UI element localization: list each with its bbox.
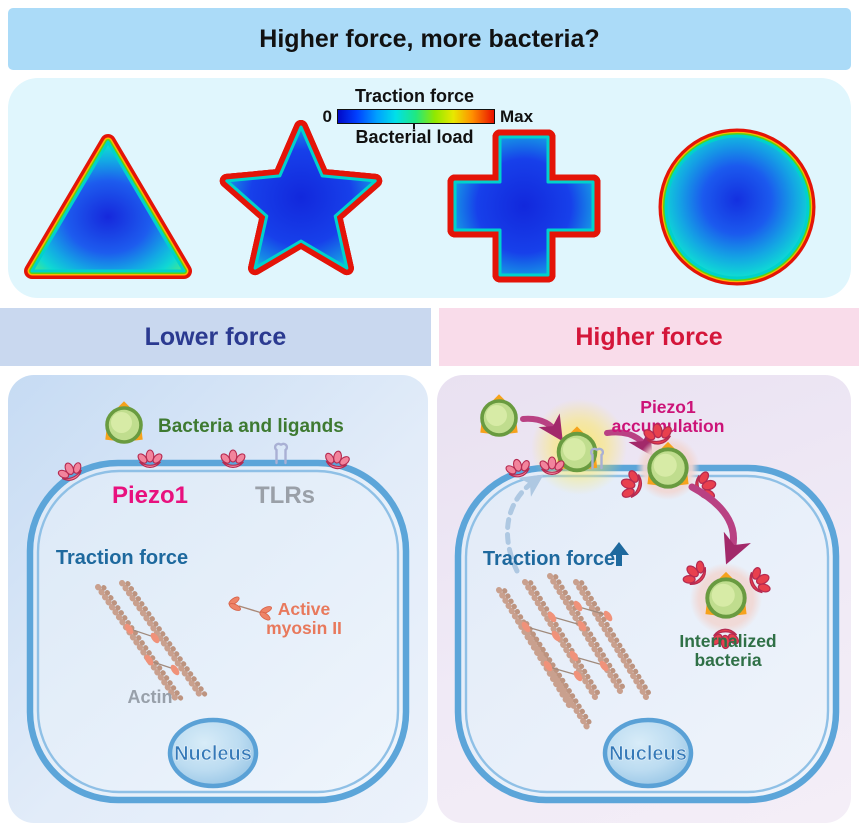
nucleus: Nucleus <box>602 717 694 789</box>
figure-title: Higher force, more bacteria? <box>259 24 600 53</box>
actin-filaments <box>95 578 209 705</box>
colorbar-subtitle: Bacterial load <box>355 127 474 147</box>
higher-force-svg: Piezo1 accumulation Traction force <box>454 375 840 804</box>
colorbar-tick <box>413 123 415 129</box>
higher-force-panel: Piezo1 accumulation Traction force <box>437 375 851 823</box>
internalization-arrow <box>688 483 751 565</box>
colorbar-title: Traction force <box>354 86 475 106</box>
piezo1-accumulation-label-line2: accumulation <box>612 416 725 436</box>
traction-increase-arrow <box>609 542 629 566</box>
cell-membrane <box>26 459 410 804</box>
heatmap-circle-icon <box>658 128 816 286</box>
active-myosin-label-line1: Active <box>278 599 331 619</box>
approach-arrow <box>520 413 563 442</box>
nucleus: Nucleus <box>167 717 259 789</box>
bacterium-icon <box>477 394 522 437</box>
higher-force-label: Higher force <box>575 322 723 351</box>
traction-force-label: Traction force <box>483 548 615 570</box>
internalized-bacteria-label-line1: Internalized <box>679 631 776 651</box>
title-banner: Higher force, more bacteria? <box>8 8 851 70</box>
lower-force-svg: Bacteria and ligands Piezo1 TLRs Tractio… <box>26 375 410 804</box>
piezo1-label: Piezo1 <box>112 482 188 509</box>
actin-filaments <box>496 571 653 730</box>
piezo1-accumulation-label-line1: Piezo1 <box>640 397 696 417</box>
nucleus-label: Nucleus <box>174 743 252 765</box>
heatmap-triangle-icon <box>24 134 192 279</box>
heatmap-shapes-svg <box>24 120 816 286</box>
tlrs-label: TLRs <box>255 482 315 509</box>
colorbar-gradient <box>337 109 495 124</box>
heatmap-panel: Traction force 0 Max Bacterial load <box>8 78 851 298</box>
heatmap-cross-icon <box>447 129 601 283</box>
actin-label: Actin <box>128 687 173 707</box>
lower-force-label: Lower force <box>144 322 287 351</box>
nucleus-label: Nucleus <box>609 743 687 765</box>
bacteria-ligands-label: Bacteria and ligands <box>158 416 344 437</box>
colorbar-max-label: Max <box>500 107 534 126</box>
active-myosin-label-line2: myosin II <box>266 618 342 638</box>
lower-force-panel: Bacteria and ligands Piezo1 TLRs Tractio… <box>8 375 428 823</box>
lower-force-header: Lower force <box>0 308 431 366</box>
colorbar-min-label: 0 <box>322 107 332 126</box>
internalized-bacteria-label-line2: bacteria <box>694 650 761 670</box>
bacterium-icon <box>102 401 147 444</box>
higher-force-header: Higher force <box>439 308 859 366</box>
feedback-dashed-arrow <box>504 474 544 574</box>
heatmap-star-icon <box>219 120 375 268</box>
traction-force-label: Traction force <box>56 547 188 569</box>
